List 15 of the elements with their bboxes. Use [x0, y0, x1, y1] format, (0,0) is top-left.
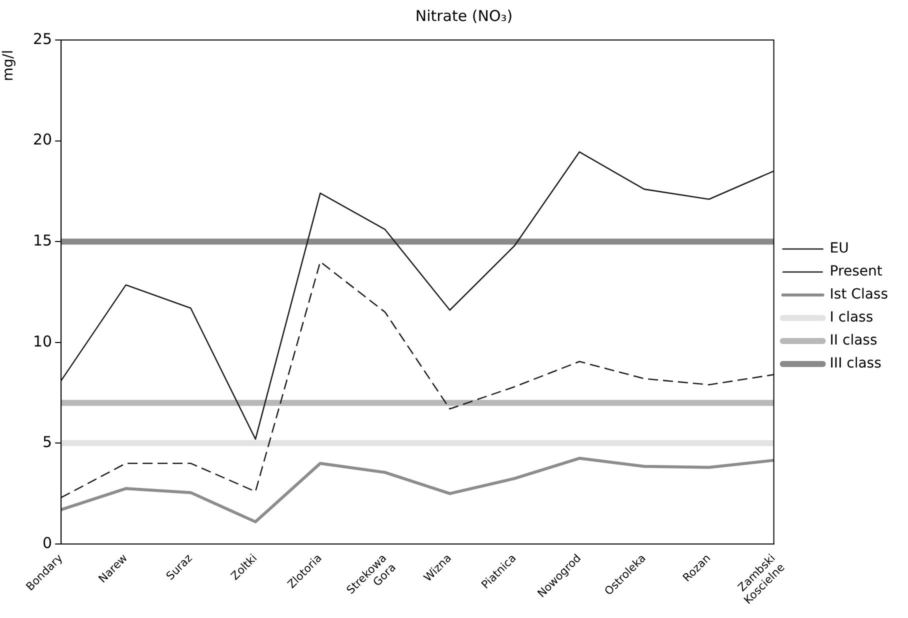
y-tick-label: 25: [32, 30, 52, 48]
legend-label: III class: [830, 356, 882, 372]
y-tick-label: 5: [42, 433, 52, 452]
legend-label: Present: [830, 264, 883, 280]
y-axis-title: mg/l: [0, 50, 17, 82]
chart-title: Nitrate (NO₃): [415, 6, 513, 25]
y-tick-label: 20: [32, 130, 52, 149]
legend-label: Ist Class: [830, 286, 888, 303]
legend-label: I class: [830, 310, 874, 326]
y-tick-label: 0: [42, 534, 52, 552]
line-series: [60, 261, 774, 498]
legend-label: II class: [830, 332, 878, 349]
y-tick-label: 10: [32, 332, 52, 350]
legend-label: EU: [830, 240, 849, 257]
y-tick-label: 15: [32, 231, 52, 250]
